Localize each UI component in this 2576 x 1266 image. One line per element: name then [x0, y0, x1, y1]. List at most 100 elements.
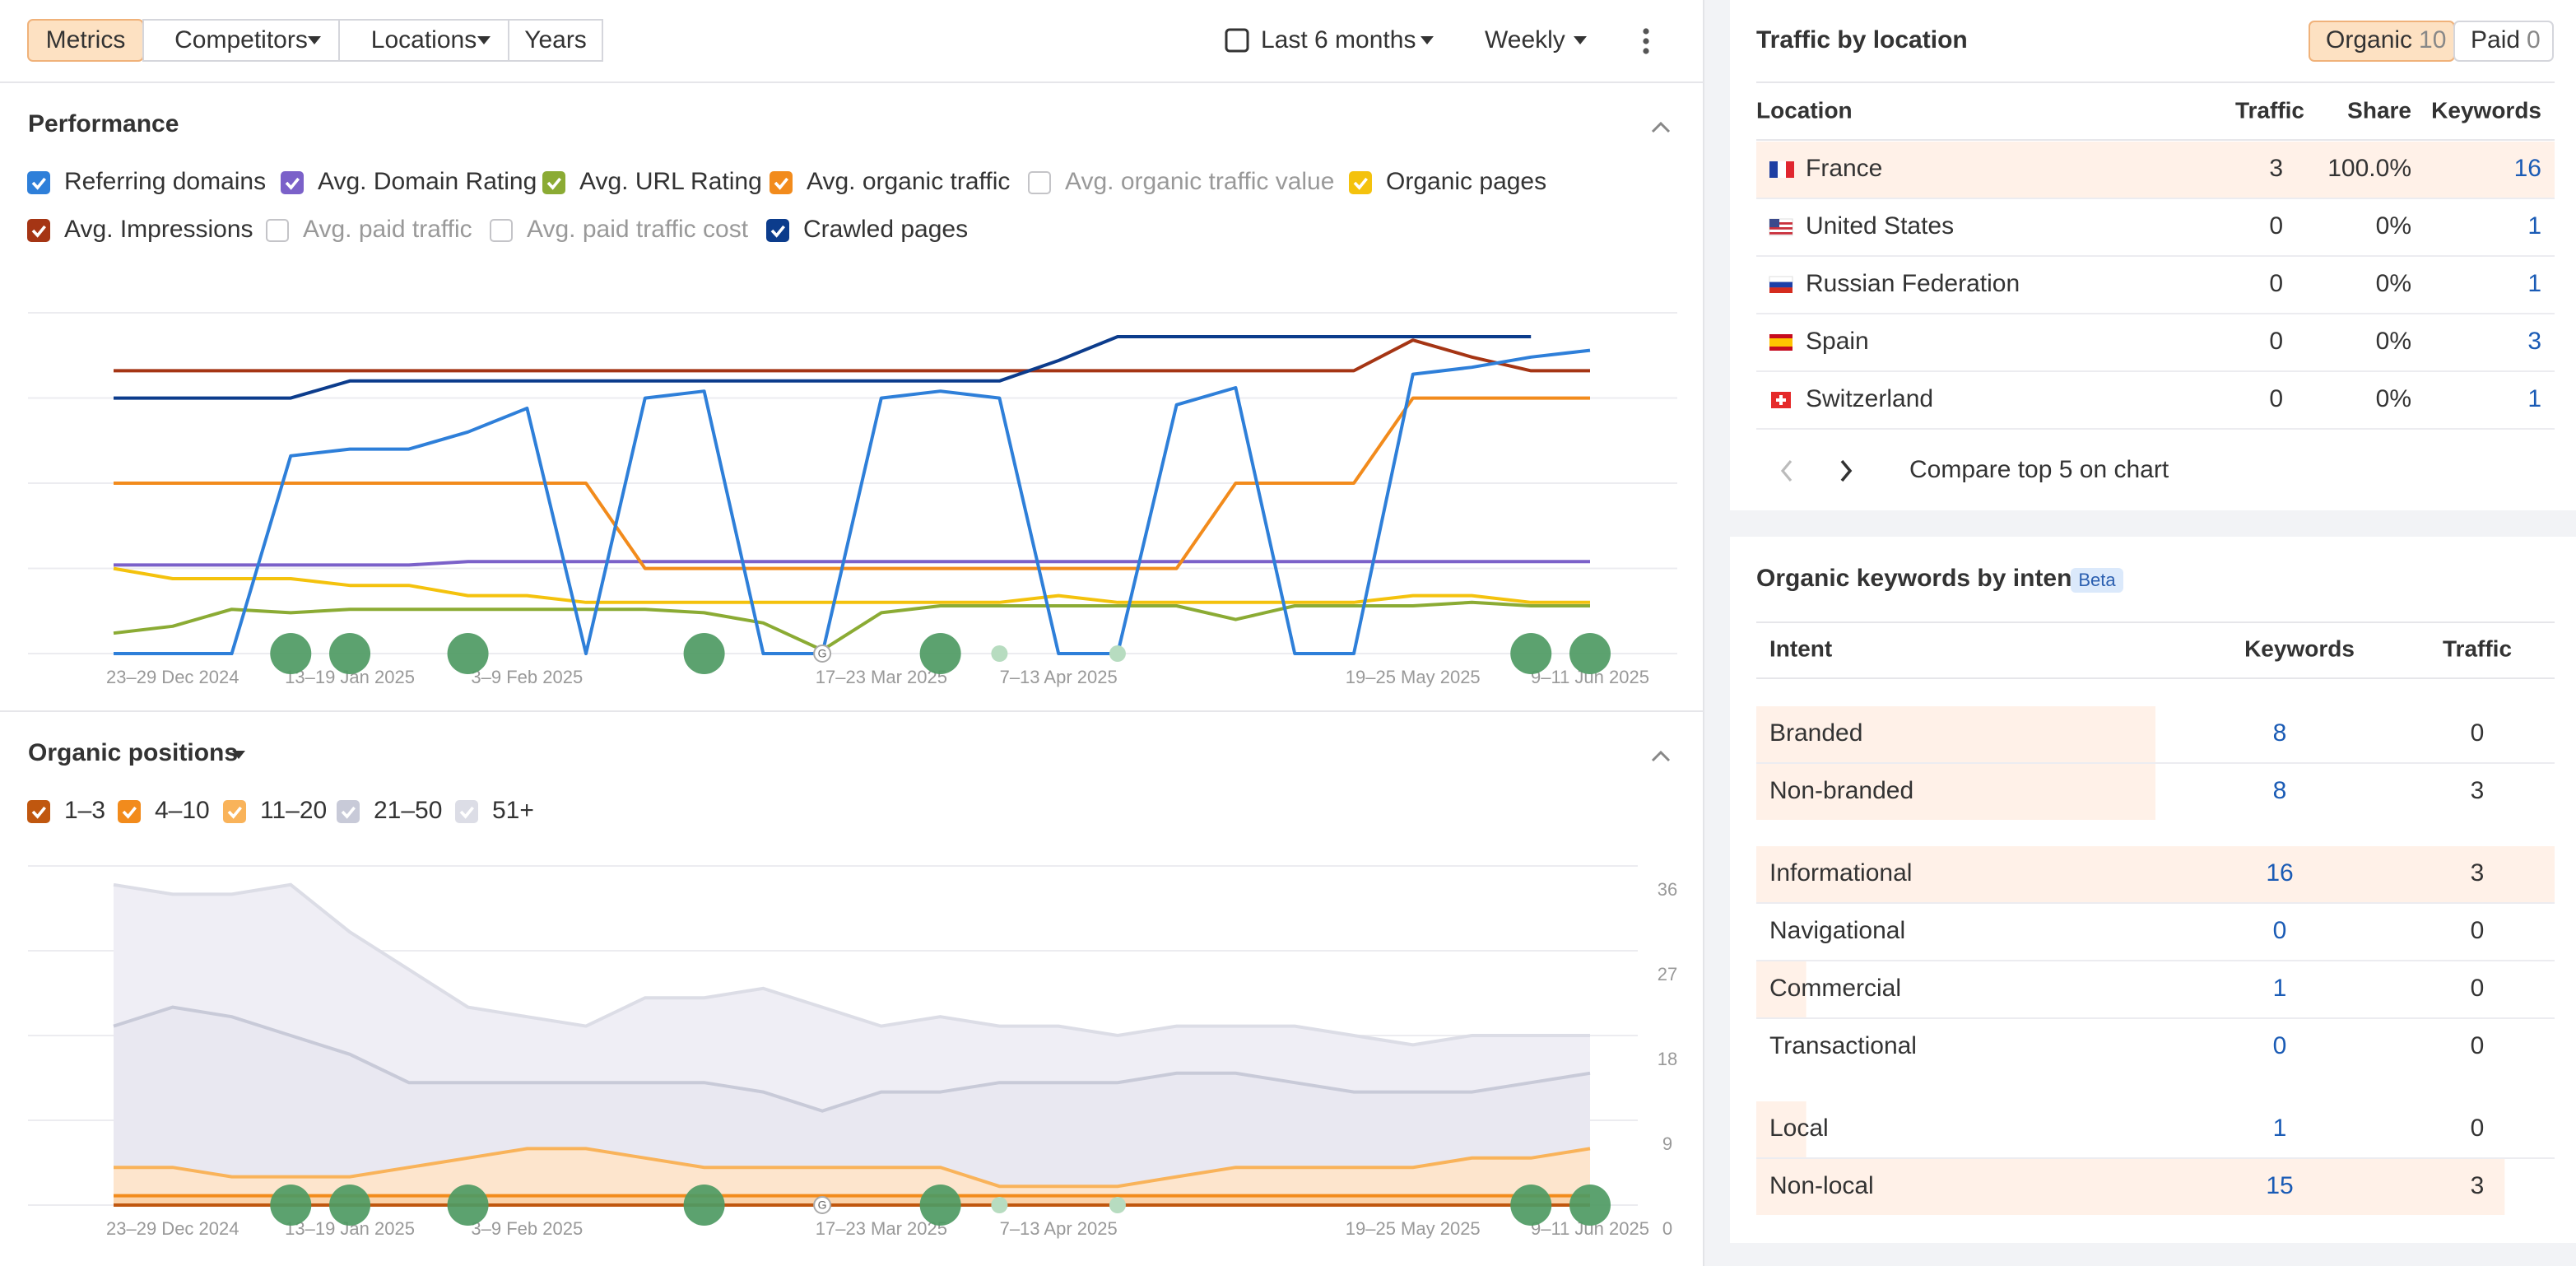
- location-name[interactable]: France: [1806, 155, 1882, 182]
- checkbox[interactable]: [223, 800, 246, 823]
- event-marker[interactable]: [329, 633, 371, 674]
- keywords-value[interactable]: 15: [2266, 1172, 2293, 1199]
- event-marker[interactable]: [1569, 1185, 1611, 1226]
- event-marker[interactable]: [991, 645, 1008, 662]
- series-line: [114, 560, 1590, 567]
- collapse-icon[interactable]: [1651, 121, 1671, 133]
- traffic-value: 0: [2269, 328, 2283, 355]
- check-mark: [546, 177, 561, 190]
- checkbox[interactable]: [542, 171, 565, 194]
- keywords-value[interactable]: 1: [2527, 212, 2541, 240]
- checkbox[interactable]: [118, 800, 141, 823]
- event-marker[interactable]: [919, 1185, 961, 1226]
- share-value: 0%: [2376, 328, 2411, 355]
- legend-label[interactable]: Avg. paid traffic: [303, 216, 472, 243]
- tab[interactable]: [142, 19, 340, 62]
- event-marker[interactable]: [919, 633, 961, 674]
- location-name[interactable]: United States: [1806, 212, 1954, 240]
- event-marker[interactable]: [991, 1197, 1008, 1213]
- event-marker[interactable]: [1510, 1185, 1552, 1226]
- next-button[interactable]: [1840, 459, 1853, 482]
- legend-label[interactable]: 11–20: [260, 797, 327, 824]
- keywords-value[interactable]: 8: [2273, 719, 2287, 747]
- location-name[interactable]: Russian Federation: [1806, 270, 2020, 297]
- checkbox[interactable]: [766, 219, 789, 242]
- legend-label[interactable]: Avg. organic traffic: [807, 168, 1010, 195]
- prev-button[interactable]: [1780, 459, 1793, 482]
- legend-label[interactable]: 1–3: [64, 797, 105, 824]
- interval-selector[interactable]: Weekly: [1485, 26, 1565, 54]
- event-marker[interactable]: [813, 645, 832, 663]
- legend-label[interactable]: Avg. Domain Rating: [318, 168, 537, 195]
- collapse-icon[interactable]: [1651, 750, 1671, 762]
- event-marker[interactable]: [1109, 1197, 1126, 1213]
- keywords-value[interactable]: 1: [2527, 385, 2541, 412]
- legend-label[interactable]: Avg. paid traffic cost: [527, 216, 749, 243]
- keywords-value[interactable]: 0: [2273, 1032, 2287, 1059]
- keywords-value[interactable]: 8: [2273, 777, 2287, 804]
- checkbox[interactable]: [1349, 171, 1372, 194]
- event-marker[interactable]: [329, 1185, 371, 1226]
- keywords-value[interactable]: 16: [2266, 859, 2293, 887]
- section-title: Performance: [28, 110, 179, 137]
- legend-label[interactable]: 21–50: [374, 797, 442, 824]
- series-line: [113, 882, 1590, 1047]
- legend-label[interactable]: Avg. URL Rating: [579, 168, 762, 195]
- legend-label[interactable]: 4–10: [155, 797, 210, 824]
- checkbox[interactable]: [337, 800, 360, 823]
- legend-label[interactable]: Avg. Impressions: [64, 216, 253, 243]
- keywords-value[interactable]: 0: [2273, 917, 2287, 944]
- keywords-value[interactable]: 1: [2273, 1115, 2287, 1142]
- tab-label[interactable]: Competitors: [174, 26, 308, 54]
- toggle-label[interactable]: Paid 0: [2471, 26, 2541, 54]
- event-marker[interactable]: [683, 633, 725, 674]
- legend-label[interactable]: Organic pages: [1386, 168, 1546, 195]
- checkbox[interactable]: [490, 219, 513, 242]
- event-marker[interactable]: [447, 633, 489, 674]
- series-line: [114, 1147, 1591, 1189]
- keywords-value[interactable]: 1: [2527, 270, 2541, 297]
- legend-label[interactable]: 51+: [492, 797, 534, 824]
- tab-label[interactable]: Years: [524, 26, 587, 54]
- flag: [1769, 276, 1793, 293]
- event-marker[interactable]: [447, 1185, 489, 1226]
- checkbox[interactable]: [281, 171, 304, 194]
- intent-name: Navigational: [1769, 917, 1905, 944]
- period-selector[interactable]: Last 6 months: [1261, 26, 1416, 54]
- keywords-value[interactable]: 1: [2273, 975, 2287, 1002]
- event-marker[interactable]: [683, 1185, 725, 1226]
- flag: [1769, 218, 1793, 236]
- checkbox[interactable]: [1028, 171, 1051, 194]
- tab-label[interactable]: Locations: [371, 26, 477, 54]
- compare-link[interactable]: Compare top 5 on chart: [1909, 456, 2169, 483]
- event-marker[interactable]: [270, 633, 312, 674]
- series-area: [114, 1148, 1590, 1196]
- checkbox[interactable]: [770, 171, 793, 194]
- section-title[interactable]: Organic positions: [28, 739, 238, 766]
- checkbox[interactable]: [27, 219, 50, 242]
- location-name[interactable]: Switzerland: [1806, 385, 1933, 412]
- toggle-button[interactable]: [2453, 21, 2554, 62]
- checkbox[interactable]: [266, 219, 289, 242]
- checkbox[interactable]: [27, 800, 50, 823]
- legend-label[interactable]: Referring domains: [64, 168, 266, 195]
- checkbox[interactable]: [455, 800, 478, 823]
- tab-label[interactable]: Metrics: [46, 26, 126, 54]
- toggle-label[interactable]: Organic 10: [2326, 26, 2446, 54]
- checkbox[interactable]: [27, 171, 50, 194]
- tab[interactable]: [508, 19, 603, 62]
- event-marker[interactable]: [270, 1185, 312, 1226]
- more-menu[interactable]: [1643, 28, 1649, 54]
- keywords-value[interactable]: 3: [2527, 328, 2541, 355]
- legend-label[interactable]: Crawled pages: [803, 216, 968, 243]
- tab[interactable]: [338, 19, 509, 62]
- event-marker[interactable]: [1569, 633, 1611, 674]
- event-marker[interactable]: [1109, 645, 1126, 662]
- legend-label[interactable]: Avg. organic traffic value: [1065, 168, 1334, 195]
- location-name[interactable]: Spain: [1806, 328, 1869, 355]
- traffic-value: 0: [2471, 719, 2485, 747]
- keywords-value[interactable]: 16: [2514, 155, 2541, 182]
- event-marker[interactable]: [1510, 633, 1552, 674]
- event-marker[interactable]: [813, 1196, 832, 1214]
- panel-title: Traffic by location: [1756, 26, 1968, 54]
